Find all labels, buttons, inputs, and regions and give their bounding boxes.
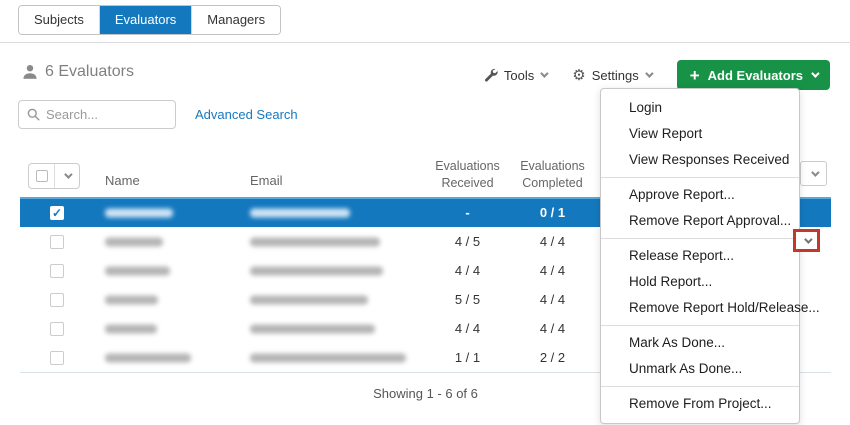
column-header-email: Email bbox=[250, 173, 283, 188]
row-actions-toggle-chevron-icon[interactable] bbox=[803, 234, 813, 244]
redacted-email bbox=[250, 324, 375, 333]
evaluations-received-value: 4 / 4 bbox=[454, 263, 481, 278]
wrench-icon bbox=[484, 68, 498, 82]
menu-item-remove-report-approval[interactable]: Remove Report Approval... bbox=[629, 213, 792, 228]
evaluator-count-label: 6 Evaluators bbox=[45, 63, 134, 80]
menu-item-remove-report-hold-release[interactable]: Remove Report Hold/Release... bbox=[629, 300, 820, 315]
tab-managers[interactable]: Managers bbox=[191, 6, 281, 34]
redacted-name bbox=[105, 237, 163, 246]
menu-separator bbox=[601, 325, 799, 326]
add-evaluators-label: Add Evaluators bbox=[707, 67, 803, 83]
tools-label: Tools bbox=[503, 67, 535, 83]
evaluations-completed-value: 4 / 4 bbox=[539, 292, 566, 307]
redacted-name bbox=[105, 208, 173, 218]
settings-dropdown-button[interactable]: ⚙ Settings bbox=[572, 66, 654, 84]
select-all-checkbox[interactable] bbox=[29, 164, 54, 188]
chevron-down-icon bbox=[540, 69, 549, 78]
evaluations-received-value: 4 / 4 bbox=[454, 321, 481, 336]
redacted-name bbox=[105, 266, 170, 275]
evaluations-received-value: 1 / 1 bbox=[454, 350, 481, 365]
menu-separator bbox=[601, 177, 799, 178]
search-input[interactable] bbox=[46, 107, 156, 122]
menu-item-hold-report[interactable]: Hold Report... bbox=[629, 274, 713, 289]
column-settings-dropdown[interactable] bbox=[800, 161, 827, 186]
column-header-name: Name bbox=[105, 173, 140, 188]
evaluator-count: 6 Evaluators bbox=[22, 63, 134, 81]
select-menu-toggle[interactable] bbox=[54, 164, 79, 188]
row-actions-menu: Login View Report View Responses Received A… bbox=[600, 88, 820, 424]
entity-tabbar: Subjects Evaluators Managers bbox=[18, 5, 282, 35]
row-checkbox[interactable] bbox=[50, 234, 64, 249]
row-checkbox[interactable] bbox=[50, 321, 64, 336]
pagination-status: Showing 1 - 6 of 6 bbox=[373, 386, 478, 401]
tools-dropdown-button[interactable]: Tools bbox=[484, 67, 549, 83]
row-checkbox[interactable]: ✓ bbox=[50, 206, 64, 220]
evaluations-received-value: 4 / 5 bbox=[454, 234, 481, 249]
menu-item-unmark-as-done[interactable]: Unmark As Done... bbox=[629, 361, 743, 376]
column-header-evaluations-completed: Evaluations Completed bbox=[520, 159, 585, 191]
menu-item-mark-as-done[interactable]: Mark As Done... bbox=[629, 335, 726, 350]
toolbar: Tools ⚙ Settings + Add Evaluators bbox=[484, 60, 830, 90]
row-checkbox[interactable] bbox=[50, 263, 64, 278]
menu-item-view-responses-received[interactable]: View Responses Received bbox=[629, 152, 790, 167]
evaluations-completed-value: 4 / 4 bbox=[539, 234, 566, 249]
menu-item-release-report[interactable]: Release Report... bbox=[629, 248, 735, 263]
annotation-highlight-box bbox=[793, 229, 820, 252]
advanced-search-link[interactable]: Advanced Search bbox=[195, 107, 298, 122]
redacted-email bbox=[250, 295, 368, 304]
redacted-name bbox=[105, 324, 157, 333]
evaluations-completed-value: 2 / 2 bbox=[539, 350, 566, 365]
chevron-down-icon bbox=[811, 69, 820, 78]
settings-label: Settings bbox=[591, 67, 639, 83]
column-header-evaluations-received: Evaluations Received bbox=[435, 159, 500, 191]
tab-evaluators[interactable]: Evaluators bbox=[98, 6, 192, 34]
plus-icon: + bbox=[689, 65, 700, 85]
redacted-email bbox=[250, 353, 406, 362]
menu-item-remove-from-project[interactable]: Remove From Project... bbox=[629, 396, 772, 411]
search-box bbox=[18, 100, 176, 129]
chevron-down-icon bbox=[810, 167, 820, 177]
add-evaluators-button[interactable]: + Add Evaluators bbox=[676, 60, 830, 90]
redacted-email bbox=[250, 266, 383, 275]
menu-item-view-report[interactable]: View Report bbox=[629, 126, 703, 141]
menu-item-login[interactable]: Login bbox=[629, 100, 663, 115]
redacted-email bbox=[250, 208, 350, 218]
tab-subjects[interactable]: Subjects bbox=[19, 6, 99, 34]
chevron-down-icon bbox=[64, 170, 73, 179]
redacted-email bbox=[250, 237, 380, 246]
evaluations-received-value: - bbox=[465, 205, 470, 220]
search-icon bbox=[27, 108, 40, 121]
row-checkbox[interactable] bbox=[50, 350, 64, 365]
evaluations-completed-value: 4 / 4 bbox=[539, 321, 566, 336]
menu-item-approve-report[interactable]: Approve Report... bbox=[629, 187, 735, 202]
person-icon bbox=[23, 65, 37, 79]
select-all-split-button[interactable] bbox=[28, 163, 80, 189]
menu-separator bbox=[601, 386, 799, 387]
evaluations-received-value: 5 / 5 bbox=[454, 292, 481, 307]
chevron-down-icon bbox=[644, 69, 654, 78]
header-divider bbox=[0, 42, 850, 43]
row-checkbox[interactable] bbox=[50, 292, 64, 307]
redacted-name bbox=[105, 295, 158, 304]
evaluations-completed-value: 0 / 1 bbox=[539, 205, 566, 220]
table-header: Name Email Evaluations Received Evaluati… bbox=[20, 158, 831, 197]
menu-separator bbox=[601, 238, 799, 239]
redacted-name bbox=[105, 353, 191, 362]
evaluations-completed-value: 4 / 4 bbox=[539, 263, 566, 278]
gear-icon: ⚙ bbox=[572, 66, 586, 84]
